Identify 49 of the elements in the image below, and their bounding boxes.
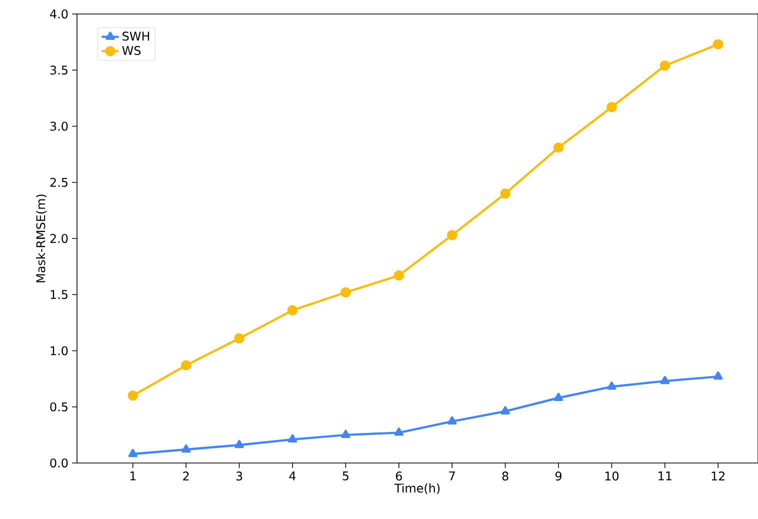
x-tick-label: 1 (130, 472, 136, 480)
point (287, 305, 298, 316)
point (554, 392, 564, 401)
x-tick-label: 5 (342, 472, 348, 480)
point (660, 60, 670, 71)
x-tick-label: 4 (289, 472, 296, 480)
point (180, 360, 192, 370)
y-tick-label: 3.0 (50, 122, 68, 131)
point (128, 448, 138, 458)
point (500, 188, 510, 199)
point (341, 430, 350, 438)
y-tick-label: 0.0 (50, 458, 68, 468)
point (394, 270, 404, 281)
y-tick-label: 0.5 (50, 402, 68, 412)
y-axis-title: Mask-RMSE(m) (36, 194, 47, 282)
x-tick-label: 9 (555, 472, 562, 481)
point (553, 142, 564, 153)
point (713, 39, 724, 50)
point (606, 102, 617, 112)
y-tick-label: 2.5 (50, 178, 68, 187)
x-tick-label: 8 (502, 472, 508, 481)
point (234, 333, 244, 344)
point (500, 406, 510, 414)
y-tick-label: 2.0 (50, 234, 68, 244)
point (714, 371, 723, 380)
legend-label: WS (122, 46, 141, 56)
x-tick-label: 7 (449, 472, 455, 480)
legend-label: SWH (122, 32, 150, 41)
point (128, 390, 138, 401)
x-tick-label: 3 (236, 472, 242, 481)
x-tick-label: 11 (658, 472, 672, 480)
y-tick-label: 1.5 (50, 290, 68, 300)
point (448, 416, 457, 425)
y-tick-label: 1.0 (50, 346, 68, 356)
point (234, 440, 244, 448)
point (660, 376, 670, 384)
point (288, 434, 298, 443)
x-axis-title: Time(h) (394, 483, 440, 494)
x-tick-label: 12 (712, 472, 725, 480)
point (607, 382, 616, 390)
point (394, 428, 404, 436)
point (182, 444, 191, 453)
x-tick-label: 10 (605, 472, 619, 481)
x-tick-label: 2 (183, 472, 189, 480)
point (446, 230, 458, 240)
y-tick-label: 3.5 (50, 66, 68, 75)
y-tick-label: 4.0 (50, 9, 68, 19)
point (340, 287, 351, 298)
x-tick-label: 6 (396, 472, 402, 481)
